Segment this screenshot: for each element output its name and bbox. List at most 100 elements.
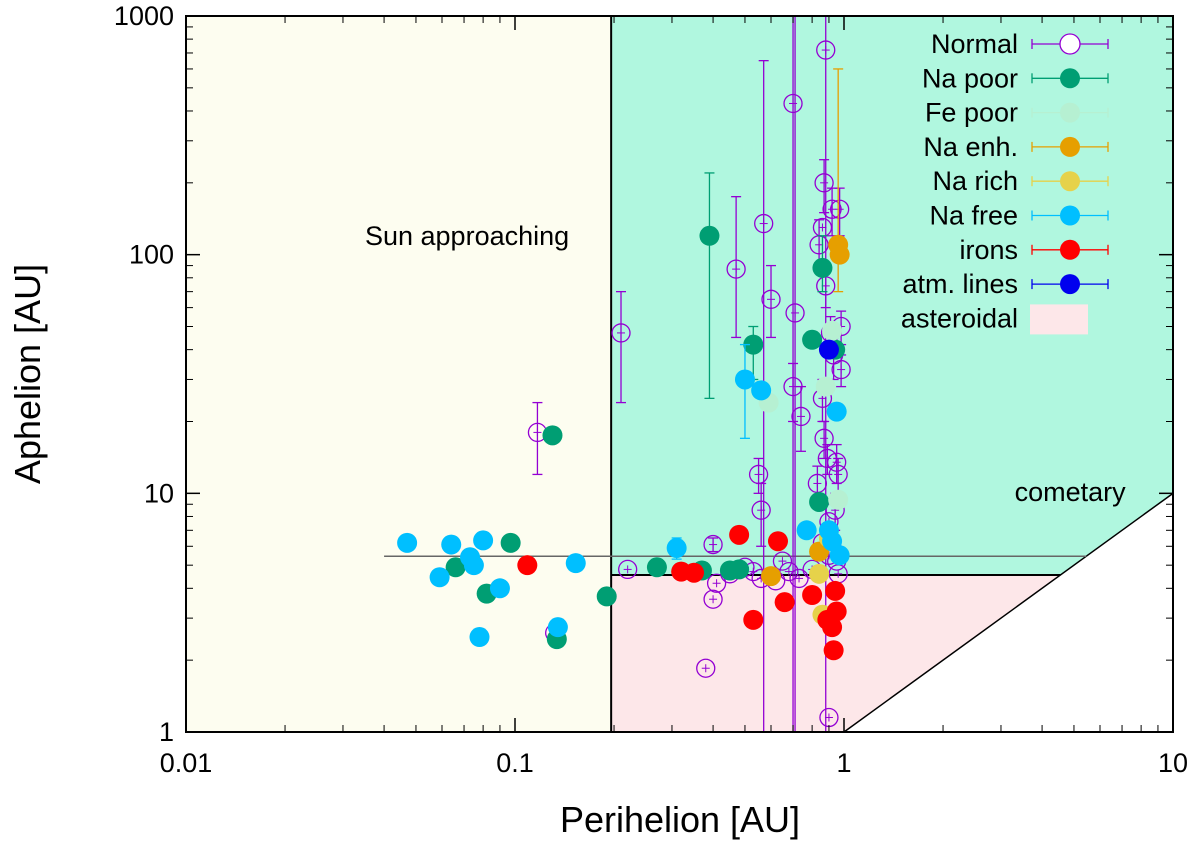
- data-point: [547, 617, 568, 638]
- data-point: [814, 428, 834, 448]
- data-point: [489, 578, 510, 599]
- y-axis-label: Aphelion [AU]: [7, 264, 48, 484]
- data-point: [796, 520, 817, 541]
- region-label-sun: Sun approaching: [365, 221, 569, 251]
- data-point: [429, 567, 450, 588]
- data-point: [809, 491, 830, 512]
- legend-entry: Fe poor: [925, 98, 1109, 128]
- data-point: [703, 534, 723, 555]
- data-point: [822, 320, 843, 341]
- data-point: [815, 376, 836, 397]
- data-point: [646, 557, 667, 578]
- data-point: [611, 323, 631, 343]
- q-equals-Q-line: [843, 492, 1174, 733]
- data-point: [829, 199, 850, 219]
- x-tick-label: 0.1: [496, 748, 534, 778]
- data-point: [500, 532, 521, 553]
- legend-entry: Na rich: [932, 166, 1109, 196]
- legend-marker: [1059, 33, 1081, 55]
- data-point: [829, 244, 850, 265]
- plot-frame: [185, 15, 1174, 733]
- legend-entry: asteroidal: [901, 303, 1088, 335]
- legend-swatch: [1030, 304, 1088, 335]
- data-point: [463, 555, 484, 576]
- region-sun-approaching: [186, 16, 612, 732]
- data-point: [706, 573, 727, 593]
- legend-marker: [1060, 205, 1080, 226]
- legend-entry: atm. lines: [902, 269, 1109, 299]
- x-tick-label: 0.01: [160, 748, 213, 778]
- data-point: [826, 401, 847, 422]
- legend-marker: [1060, 171, 1080, 192]
- data-point: [791, 406, 811, 427]
- legend-marker: [1060, 274, 1080, 295]
- data-point: [789, 568, 809, 589]
- series-na-free: [397, 343, 850, 648]
- legend-label: Normal: [931, 29, 1018, 59]
- background-regions: [186, 16, 1173, 732]
- legend-label: atm. lines: [902, 269, 1018, 299]
- data-point: [812, 257, 833, 278]
- data-point: [822, 617, 843, 638]
- data-point: [827, 452, 847, 472]
- data-point: [517, 555, 538, 576]
- data-point: [814, 173, 834, 193]
- data-marks: [397, 16, 851, 732]
- data-point: [469, 627, 490, 648]
- axis-ticks: 0.01 0.1 1 10 1 10 100 1000: [114, 1, 1188, 778]
- data-point: [754, 213, 774, 234]
- data-point: [666, 538, 687, 559]
- data-point: [743, 334, 764, 355]
- legend-label: asteroidal: [901, 303, 1018, 333]
- legend-label: Na free: [929, 201, 1018, 231]
- legend-label: Fe poor: [925, 98, 1018, 128]
- data-point: [829, 545, 850, 566]
- data-point: [703, 589, 723, 609]
- data-point: [696, 658, 716, 678]
- data-point: [729, 524, 750, 545]
- legend: Normal Na poor Fe poor Na enh. Na rich Na fre…: [901, 29, 1109, 335]
- data-point: [816, 40, 836, 60]
- data-point: [828, 489, 849, 510]
- legend-label: Na rich: [932, 166, 1018, 196]
- legend-label: irons: [959, 235, 1018, 265]
- data-point: [565, 553, 586, 574]
- data-point: [699, 225, 720, 246]
- data-point: [802, 329, 823, 350]
- data-point: [473, 530, 494, 551]
- data-point: [751, 500, 771, 520]
- y-tick-label: 1000: [114, 1, 174, 31]
- data-point: [767, 531, 788, 552]
- data-point: [542, 425, 563, 446]
- region-labels: Sun approaching cometary: [365, 221, 1126, 507]
- legend-entry: irons: [959, 235, 1109, 265]
- data-point: [726, 259, 746, 279]
- region-label-cometary: cometary: [1015, 477, 1127, 507]
- x-tick-label: 10: [1158, 748, 1188, 778]
- data-point: [751, 380, 772, 401]
- data-point: [683, 562, 704, 583]
- series-na-poor: [445, 172, 846, 650]
- series-atm-lines: [818, 339, 839, 360]
- legend-entry: Na free: [929, 201, 1109, 231]
- data-point: [743, 609, 764, 630]
- legend-entry: Na poor: [922, 63, 1109, 93]
- x-tick-label: 1: [836, 748, 851, 778]
- data-point: [783, 93, 803, 114]
- legend-marker: [1060, 136, 1080, 157]
- y-tick-label: 100: [129, 240, 174, 270]
- series-fe-poor: [758, 320, 849, 510]
- legend-entry: Na enh.: [923, 132, 1109, 162]
- data-point: [823, 640, 844, 661]
- region-boundaries: [384, 16, 1174, 733]
- data-point: [445, 557, 466, 578]
- data-point: [785, 303, 805, 323]
- data-point: [441, 534, 462, 555]
- data-point: [802, 584, 823, 605]
- legend-label: Na poor: [922, 63, 1018, 93]
- data-point: [818, 339, 839, 360]
- data-point: [761, 566, 782, 587]
- legend-label: Na enh.: [923, 132, 1018, 162]
- data-point: [761, 289, 781, 309]
- data-point: [734, 369, 755, 390]
